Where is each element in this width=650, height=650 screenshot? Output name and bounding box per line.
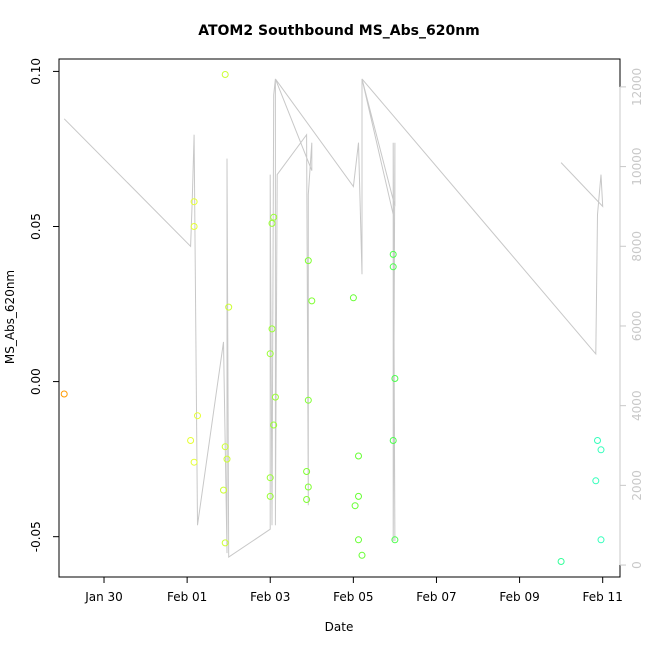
data-point: [304, 396, 312, 404]
x-axis-title: Date: [325, 620, 354, 634]
data-point: [266, 474, 274, 482]
data-point: [221, 71, 229, 78]
data-point: [220, 486, 227, 494]
data-point: [351, 502, 359, 510]
y-axis-right: 0 2000 4000 6000 8000 10000 12000: [619, 68, 644, 569]
data-point: [349, 294, 357, 302]
data-point: [557, 558, 565, 565]
data-point: [225, 303, 233, 311]
x-tick-label: Feb 11: [583, 590, 623, 604]
data-point: [271, 393, 279, 401]
y-tick-label-right: 10000: [630, 148, 644, 186]
data-point: [194, 412, 201, 420]
data-point: [355, 536, 362, 544]
y-tick-label-left: 0.05: [29, 213, 43, 240]
x-tick-label: Feb 05: [333, 590, 373, 604]
y-axis-title: MS_Abs_620nm: [3, 270, 17, 364]
data-point: [221, 539, 229, 547]
x-axis: Jan 30 Feb 01 Feb 03 Feb 05 Feb 07 Feb 09 Feb …: [84, 576, 623, 604]
data-point: [594, 437, 601, 444]
data-point: [304, 483, 312, 491]
data-point: [389, 250, 397, 258]
data-point: [304, 257, 312, 265]
data-point: [270, 213, 278, 221]
y-tick-label-right: 8000: [630, 231, 644, 262]
data-point: [358, 551, 366, 559]
y-tick-label-right: 12000: [630, 68, 644, 106]
x-tick-label: Feb 07: [416, 590, 456, 604]
data-point: [391, 536, 399, 544]
data-point: [221, 443, 229, 451]
data-point: [270, 421, 278, 429]
points-layer: [60, 71, 605, 565]
data-point: [597, 536, 605, 544]
x-tick-label: Jan 30: [84, 590, 123, 604]
data-point: [268, 325, 276, 333]
plot-frame: [58, 58, 621, 578]
data-point: [303, 496, 311, 503]
x-tick-label: Feb 01: [167, 590, 207, 604]
data-point: [355, 452, 362, 460]
data-point: [389, 437, 397, 444]
data-point: [355, 492, 362, 500]
y-tick-label-right: 0: [630, 561, 644, 569]
data-point: [308, 297, 316, 305]
y-tick-label-left: 0.00: [29, 368, 43, 395]
chart-title: ATOM2 Southbound MS_Abs_620nm: [198, 23, 480, 39]
y-tick-label-right: 6000: [630, 311, 644, 342]
data-point: [187, 437, 195, 444]
data-point: [597, 446, 605, 454]
x-tick-label: Feb 03: [250, 590, 290, 604]
data-point: [190, 198, 198, 206]
y-tick-label-right: 4000: [630, 390, 644, 421]
data-point: [389, 263, 397, 271]
y-tick-label-left: 0.10: [29, 58, 43, 85]
data-point: [266, 492, 274, 500]
y-tick-label-right: 2000: [630, 470, 644, 501]
grey-series-line: [63, 78, 604, 559]
data-point: [190, 223, 198, 230]
data-point: [391, 375, 399, 382]
data-point: [60, 390, 68, 398]
grey-line-layer: [63, 78, 604, 559]
data-point: [190, 458, 198, 466]
data-point: [266, 350, 274, 358]
x-tick-label: Feb 09: [499, 590, 539, 604]
y-axis-left: -0.05 0.00 0.05 0.10: [29, 58, 60, 552]
y-tick-label-left: -0.05: [29, 521, 43, 552]
data-point: [592, 477, 600, 485]
data-point: [268, 219, 276, 227]
data-point: [303, 468, 311, 475]
data-point: [223, 455, 231, 463]
